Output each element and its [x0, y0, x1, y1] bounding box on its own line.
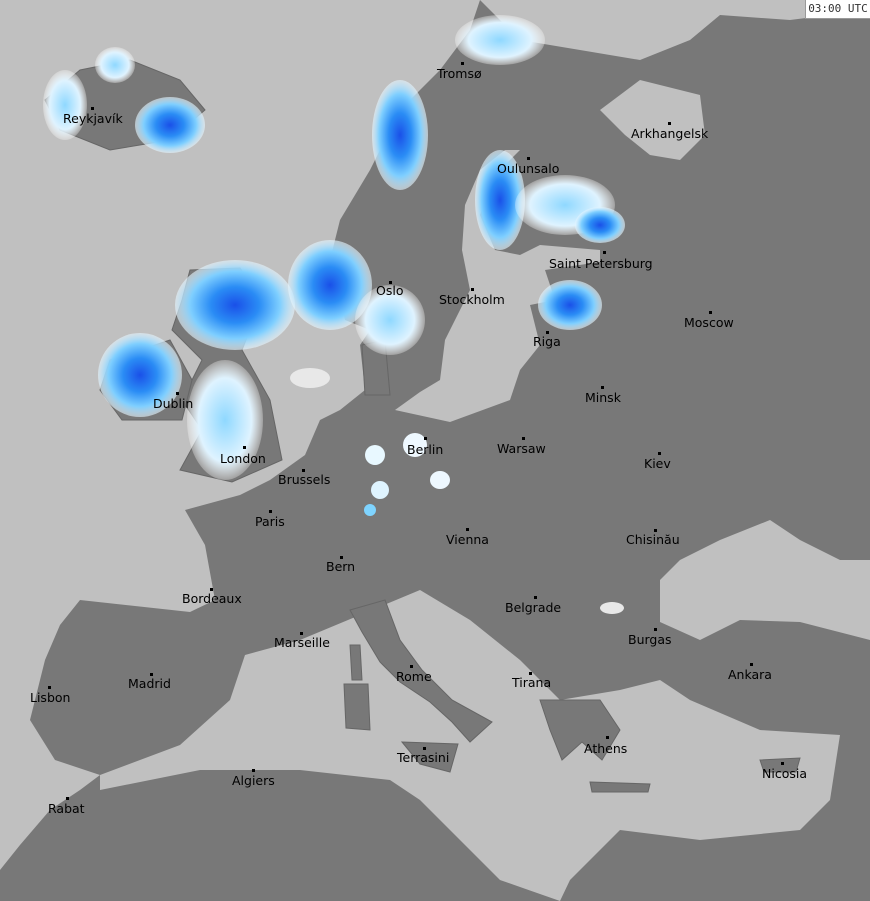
city-label: London: [220, 451, 266, 466]
city-marker: [424, 437, 427, 440]
city-marker: [66, 797, 69, 800]
city-label: Ankara: [728, 667, 772, 682]
city-marker: [654, 529, 657, 532]
city-label: Stockholm: [439, 292, 505, 307]
greece: [539, 699, 621, 761]
city-label: Minsk: [585, 390, 621, 405]
city-marker: [601, 386, 604, 389]
city-label: Nicosia: [762, 766, 807, 781]
city-label: Oslo: [376, 283, 404, 298]
city-marker: [603, 251, 606, 254]
city-marker: [91, 107, 94, 110]
city-label: Reykjavík: [63, 111, 123, 126]
city-label: Terrasini: [397, 750, 450, 765]
city-label: Lisbon: [30, 690, 71, 705]
city-marker: [302, 469, 305, 472]
city-label: Vienna: [446, 532, 489, 547]
crete: [589, 781, 651, 793]
city-label: Oulunsalo: [497, 161, 560, 176]
city-marker: [534, 596, 537, 599]
city-marker: [750, 663, 753, 666]
sardinia: [343, 683, 371, 731]
city-label: Saint Petersburg: [549, 256, 653, 271]
city-label: Moscow: [684, 315, 734, 330]
city-label: Brussels: [278, 472, 331, 487]
city-marker: [269, 510, 272, 513]
city-label: Athens: [584, 741, 628, 756]
city-marker: [781, 762, 784, 765]
city-label: Riga: [533, 334, 561, 349]
city-marker: [522, 437, 525, 440]
barents-sea: [480, 0, 870, 60]
white-sea: [600, 80, 705, 160]
city-marker: [176, 392, 179, 395]
city-label: Berlin: [407, 442, 444, 457]
city-marker: [709, 311, 712, 314]
city-label: Belgrade: [505, 600, 562, 615]
baltic-sea: [395, 150, 600, 422]
corsica: [349, 644, 363, 681]
city-marker: [471, 288, 474, 291]
city-label: Tirana: [512, 675, 552, 690]
city-label: Bern: [326, 559, 356, 574]
city-label: Dublin: [153, 396, 194, 411]
city-marker: [546, 331, 549, 334]
city-marker: [48, 686, 51, 689]
city-marker: [466, 528, 469, 531]
italy: [349, 599, 493, 743]
city-marker: [527, 157, 530, 160]
city-marker: [389, 281, 392, 284]
city-marker: [410, 665, 413, 668]
sicily: [400, 741, 459, 773]
city-label: Warsaw: [497, 441, 546, 456]
city-label: Rabat: [48, 801, 85, 816]
city-label: Arkhangelsk: [631, 126, 709, 141]
city-marker: [300, 632, 303, 635]
timestamp-label: 03:00 UTC: [805, 0, 870, 19]
city-label: Tromsø: [437, 66, 482, 81]
mediterranean-sea: [100, 590, 840, 901]
city-label: Paris: [255, 514, 285, 529]
city-marker: [658, 452, 661, 455]
city-marker: [461, 62, 464, 65]
city-label: Kiev: [644, 456, 671, 471]
city-label: Algiers: [232, 773, 275, 788]
city-marker: [150, 673, 153, 676]
city-marker: [423, 747, 426, 750]
city-marker: [243, 446, 246, 449]
black-sea: [660, 520, 870, 640]
city-label: Burgas: [628, 632, 672, 647]
city-marker: [340, 556, 343, 559]
city-marker: [606, 736, 609, 739]
city-marker: [210, 588, 213, 591]
city-label: Madrid: [128, 676, 171, 691]
city-marker: [654, 628, 657, 631]
city-marker: [529, 672, 532, 675]
city-marker: [252, 769, 255, 772]
city-label: Chisinău: [626, 532, 680, 547]
city-label: Rome: [396, 669, 432, 684]
precipitation: [43, 15, 625, 614]
city-marker: [668, 122, 671, 125]
city-label: Marseille: [274, 635, 330, 650]
city-label: Bordeaux: [182, 591, 242, 606]
cyprus: [759, 757, 801, 773]
